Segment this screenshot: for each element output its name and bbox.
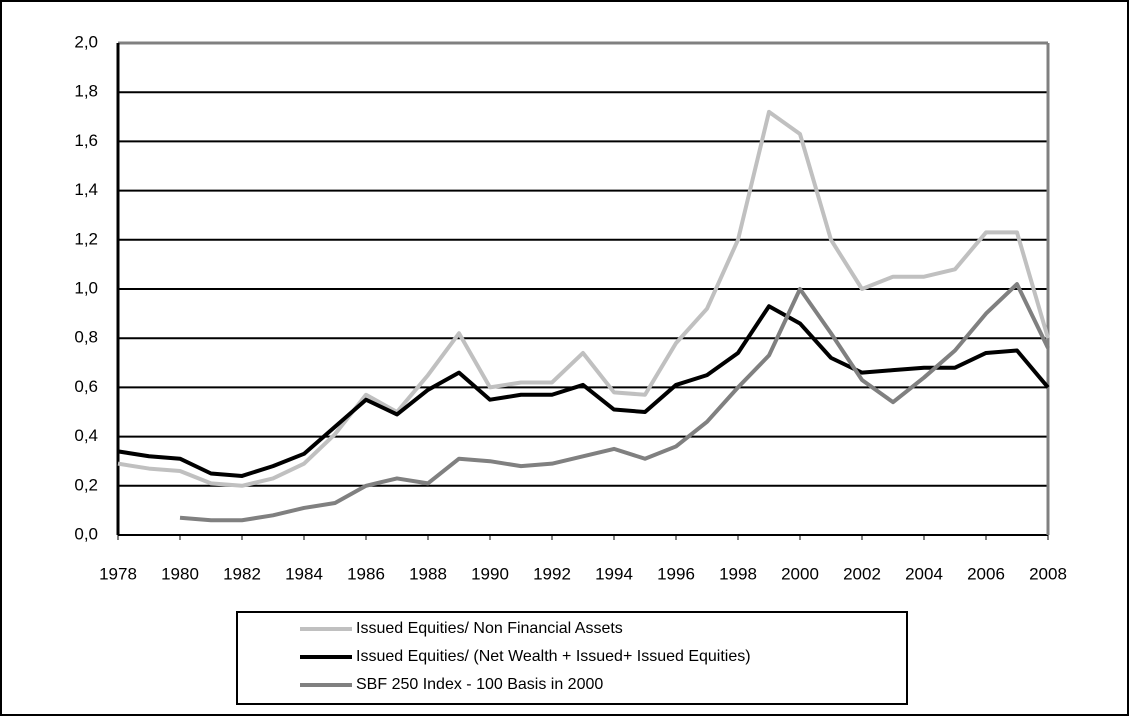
x-tick-label: 1980 bbox=[161, 564, 199, 583]
series-line bbox=[117, 109, 1050, 488]
y-tick-label: 0,4 bbox=[74, 426, 98, 445]
x-tick-label: 1998 bbox=[719, 564, 757, 583]
x-tick-label: 1982 bbox=[223, 564, 261, 583]
x-tick-label: 2002 bbox=[843, 564, 881, 583]
legend-label: SBF 250 Index - 100 Basis in 2000 bbox=[356, 676, 603, 693]
x-tick-label: 1992 bbox=[533, 564, 571, 583]
y-tick-label: 1,2 bbox=[74, 229, 98, 248]
x-tick-label: 2000 bbox=[781, 564, 819, 583]
x-tick-label: 1984 bbox=[285, 564, 323, 583]
y-tick-label: 1,6 bbox=[74, 131, 98, 150]
x-tick-label: 1986 bbox=[347, 564, 385, 583]
x-tick-label: 2004 bbox=[905, 564, 943, 583]
legend-label: Issued Equities/ Non Financial Assets bbox=[356, 620, 623, 637]
y-tick-label: 1,4 bbox=[74, 180, 98, 199]
y-tick-label: 0,2 bbox=[74, 475, 98, 494]
y-tick-label: 0,0 bbox=[74, 524, 98, 543]
legend-label: Issued Equities/ (Net Wealth + Issued+ I… bbox=[356, 648, 751, 665]
x-tick-label: 1978 bbox=[99, 564, 137, 583]
x-tick-label: 1996 bbox=[657, 564, 695, 583]
x-tick-label: 1988 bbox=[409, 564, 447, 583]
x-tick-label: 1990 bbox=[471, 564, 509, 583]
y-tick-label: 2,0 bbox=[74, 32, 98, 51]
series-line bbox=[179, 282, 1050, 523]
y-tick-label: 0,8 bbox=[74, 328, 98, 347]
series-line bbox=[117, 304, 1050, 478]
x-tick-label: 2008 bbox=[1029, 564, 1067, 583]
x-tick-label: 2006 bbox=[967, 564, 1005, 583]
y-tick-label: 1,0 bbox=[74, 278, 98, 297]
y-tick-label: 1,8 bbox=[74, 82, 98, 101]
y-tick-label: 0,6 bbox=[74, 377, 98, 396]
x-tick-label: 1994 bbox=[595, 564, 633, 583]
